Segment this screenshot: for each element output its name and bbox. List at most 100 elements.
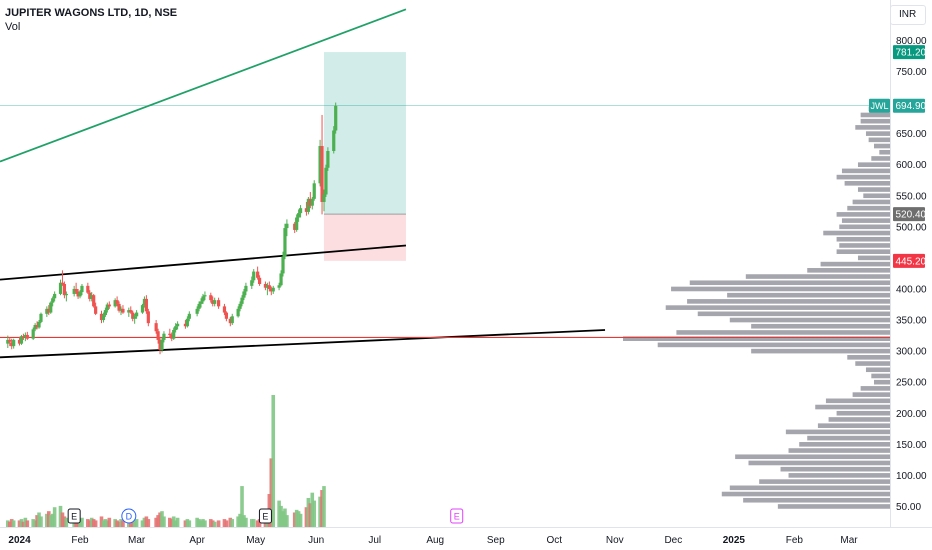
volume-profile-bar [623, 336, 890, 341]
candle [168, 328, 172, 338]
candle [47, 305, 51, 316]
candle [238, 301, 242, 312]
volume-profile-bar [815, 404, 890, 410]
candle-body [306, 198, 310, 212]
candle-body [86, 285, 90, 293]
candle [230, 313, 234, 326]
volume-bar [171, 516, 176, 527]
candle [107, 301, 111, 309]
candle [101, 312, 106, 323]
candle [324, 164, 328, 197]
volume-bar [242, 515, 246, 527]
volume-bar [279, 505, 283, 527]
candle [53, 291, 57, 302]
candle-body [154, 323, 158, 332]
candle [135, 310, 139, 319]
candle-body [320, 146, 324, 202]
volume-profile-bar [855, 125, 890, 130]
candle-body [277, 285, 281, 288]
candle-body [72, 288, 76, 294]
time-tick-label: Apr [189, 535, 205, 546]
volume-bar [142, 517, 147, 527]
volume-profile-bar [857, 187, 890, 192]
candle [119, 306, 123, 316]
volume-bar [294, 509, 299, 527]
symbol-tag-bg [869, 98, 890, 113]
candle [74, 282, 78, 294]
price-flag-label: 445.20 [896, 256, 927, 267]
candle [33, 323, 37, 332]
volume-profile-bar [820, 261, 890, 267]
candle-body [283, 228, 287, 257]
candle [263, 281, 268, 291]
earnings-icon [258, 508, 272, 524]
volume-bar [93, 520, 98, 527]
price-flag-stop: 445.20 [893, 253, 927, 268]
candle [94, 302, 98, 316]
candle-body [222, 306, 227, 313]
candle [156, 328, 160, 344]
event-marker-label: E [262, 512, 268, 522]
candle-body [8, 339, 12, 342]
volume-bar [244, 517, 248, 527]
volume-bar [222, 519, 227, 527]
volume-bar [212, 521, 217, 527]
volume-profile-bar [825, 398, 890, 404]
volume-bar [285, 515, 289, 527]
candle-body [295, 217, 299, 230]
volume-bar [160, 511, 164, 527]
volume-bar [271, 395, 276, 527]
candle-body [326, 151, 330, 168]
volume-profile-bar [777, 504, 890, 509]
candle-body [265, 285, 269, 288]
candle [265, 282, 269, 296]
candle-body [293, 223, 297, 230]
candle [308, 192, 312, 209]
volume-profile-bar [721, 491, 890, 497]
candle [174, 323, 178, 333]
dividend-icon [121, 508, 137, 524]
volume-profile-bar [852, 392, 890, 397]
volume-profile-bar [759, 479, 890, 484]
volume-bar [25, 520, 30, 527]
upper-trend-line [0, 8, 407, 163]
volume-profile-bar [689, 280, 890, 286]
candle [240, 295, 244, 307]
price-flag-label: 781.20 [896, 48, 927, 59]
volume-bar [76, 520, 80, 527]
candle-body [156, 331, 160, 340]
candle [277, 282, 281, 291]
candle-body [170, 334, 174, 339]
volume-bar [236, 516, 240, 527]
volume-bar [283, 508, 287, 527]
candle-body [53, 293, 57, 299]
candle-body [107, 304, 111, 307]
volume-bar [162, 516, 166, 527]
candle-body [168, 333, 172, 335]
candle-body [176, 323, 180, 327]
candle-body [236, 308, 240, 317]
volume-bar [269, 458, 274, 527]
volume-bar [113, 519, 117, 527]
volume-bar [19, 519, 24, 527]
currency-button[interactable]: INR [890, 5, 926, 25]
earnings-icon [67, 508, 81, 524]
candle [129, 306, 133, 314]
candle-body [31, 329, 35, 339]
volume-bar [7, 521, 12, 527]
volume-bar [91, 519, 96, 527]
candle [154, 320, 158, 334]
volume-bar [169, 519, 174, 527]
candle-body [244, 285, 248, 292]
volume-indicator-label: Vol [5, 21, 21, 33]
candle [306, 196, 310, 215]
candle [203, 291, 207, 301]
volume-bar [121, 520, 125, 527]
volume-bar [238, 513, 242, 527]
volume-profile-bar [751, 323, 890, 329]
price-tick-label: 350.00 [896, 316, 927, 327]
candle-body [45, 308, 49, 314]
candle-body [129, 310, 133, 313]
volume-bar [281, 511, 285, 527]
